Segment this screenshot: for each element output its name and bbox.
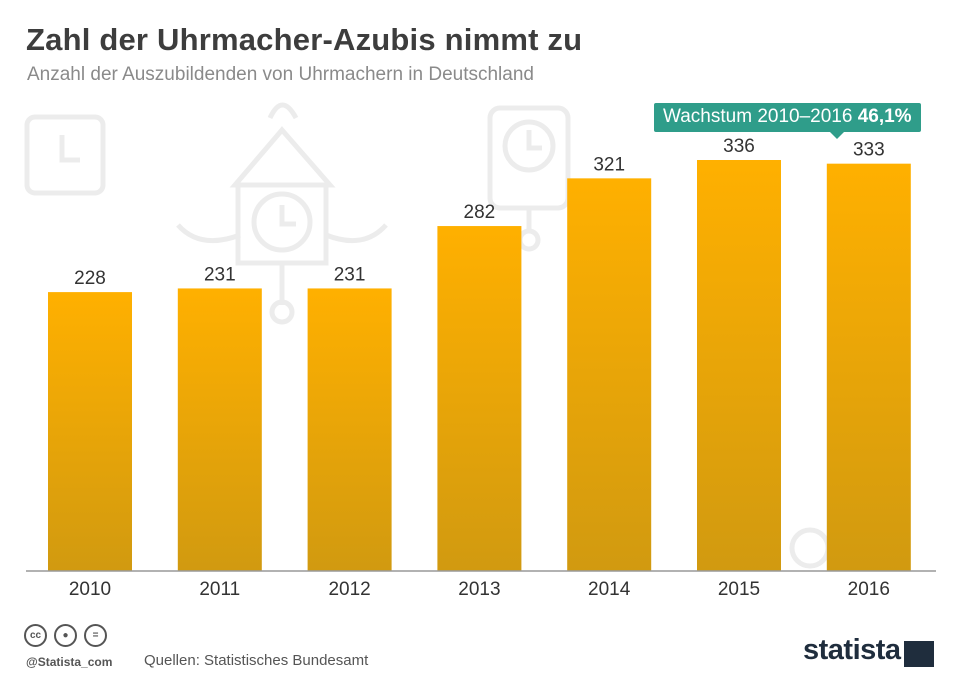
chart-title: Zahl der Uhrmacher-Azubis nimmt zu <box>26 22 583 57</box>
bar-2013 <box>437 226 522 571</box>
growth-callout: Wachstum 2010–2016 46,1% <box>654 103 921 139</box>
bar-2012 <box>307 288 392 571</box>
by-icon[interactable]: ● <box>54 624 77 647</box>
value-label-2011: 231 <box>204 264 236 285</box>
value-label-2012: 231 <box>334 264 366 285</box>
wall-clock-icon <box>24 114 106 196</box>
bar-2010 <box>48 292 132 571</box>
bar-2011 <box>177 288 262 571</box>
x-tick-label-2010: 2010 <box>69 579 111 600</box>
x-tick-label-2015: 2015 <box>718 579 760 600</box>
value-label-2013: 282 <box>464 202 496 223</box>
source-note: Quellen: Statistisches Bundesamt <box>144 652 369 669</box>
background-illustration <box>24 102 831 569</box>
value-label-2016: 333 <box>853 140 885 161</box>
twitter-handle[interactable]: @Statista_com <box>26 655 113 669</box>
statista-logo[interactable]: statista <box>803 634 901 666</box>
x-tick-label-2016: 2016 <box>848 579 890 600</box>
nd-icon[interactable]: = <box>84 624 107 647</box>
x-tick-label-2012: 2012 <box>328 579 370 600</box>
value-label-2014: 321 <box>593 154 625 175</box>
x-tick-label-2013: 2013 <box>458 579 500 600</box>
x-tick-label-2011: 2011 <box>199 579 240 600</box>
bar-2016 <box>826 163 911 571</box>
value-label-2015: 336 <box>723 136 755 157</box>
bar-2014 <box>567 178 652 572</box>
bar-2015 <box>697 160 781 571</box>
cc-icon[interactable]: cc <box>24 624 47 647</box>
growth-callout-label: Wachstum 2010–2016 <box>663 106 853 127</box>
alarm-clock-icon <box>789 527 831 569</box>
statista-logo-mark <box>904 641 934 667</box>
x-tick-label-2014: 2014 <box>588 579 631 600</box>
license-icons: cc ● = <box>24 624 107 647</box>
chart-subtitle: Anzahl der Auszubildenden von Uhrmachern… <box>27 64 534 85</box>
cuckoo-clock-icon <box>229 126 336 188</box>
value-label-2010: 228 <box>74 268 106 289</box>
growth-callout-value: 46,1% <box>857 106 912 127</box>
